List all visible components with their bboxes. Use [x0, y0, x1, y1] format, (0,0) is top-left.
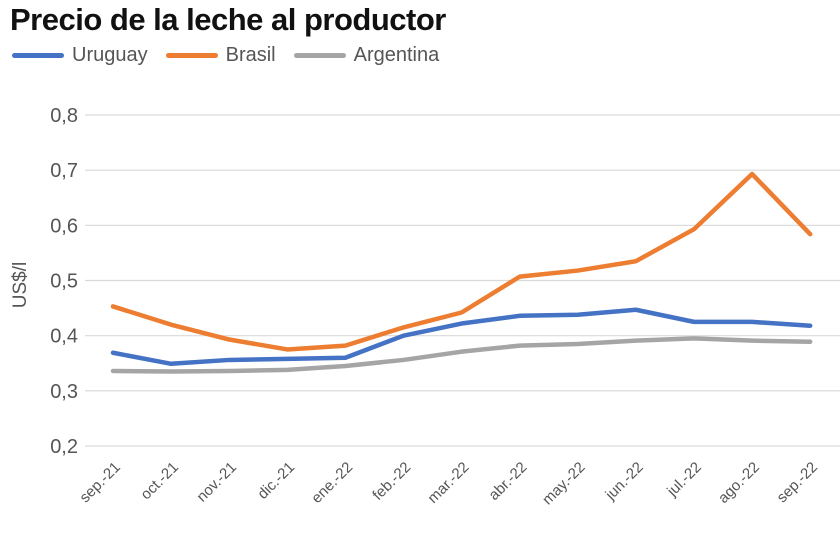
chart-title: Precio de la leche al productor: [10, 2, 446, 37]
legend-label: Uruguay: [72, 44, 148, 66]
x-tick-label: feb.-22: [369, 459, 414, 504]
legend-item-uruguay: Uruguay: [12, 44, 148, 67]
y-tick-label: 0,7: [50, 160, 78, 182]
x-tick-label: nov.-21: [193, 459, 240, 506]
legend-swatch: [165, 53, 218, 58]
legend-item-brasil: Brasil: [165, 44, 276, 67]
y-tick-label: 0,4: [50, 326, 78, 348]
y-tick-label: 0,6: [50, 215, 78, 237]
x-tick-label: sep.-21: [76, 459, 123, 506]
y-tick-label: 0,2: [50, 436, 78, 458]
x-tick-label: oct.-21: [137, 459, 181, 503]
x-tick-label: abr.-22: [485, 459, 530, 504]
x-tick-label: sep.-22: [774, 459, 821, 506]
legend-item-argentina: Argentina: [293, 44, 440, 67]
y-tick-label: 0,8: [50, 105, 78, 127]
series-line-argentina: [110, 336, 813, 374]
legend-swatch: [293, 53, 346, 58]
y-axis-label: US$/l: [10, 262, 31, 308]
x-tick-label: jun.-22: [602, 459, 647, 504]
x-tick-label: ago.-22: [715, 459, 763, 507]
y-tick-label: 0,3: [50, 381, 78, 403]
legend: Uruguay Brasil Argentina: [12, 44, 439, 67]
x-tick-label: ene.-22: [308, 459, 356, 507]
x-tick-label: dic.-21: [254, 459, 298, 503]
legend-label: Brasil: [225, 44, 276, 66]
legend-swatch: [12, 53, 64, 58]
x-tick-label: jul.-22: [663, 459, 705, 501]
x-tick-label: mar.-22: [424, 459, 472, 507]
legend-label: Argentina: [353, 44, 440, 66]
y-tick-label: 0,5: [50, 271, 78, 293]
x-tick-label: may.-22: [539, 459, 589, 509]
